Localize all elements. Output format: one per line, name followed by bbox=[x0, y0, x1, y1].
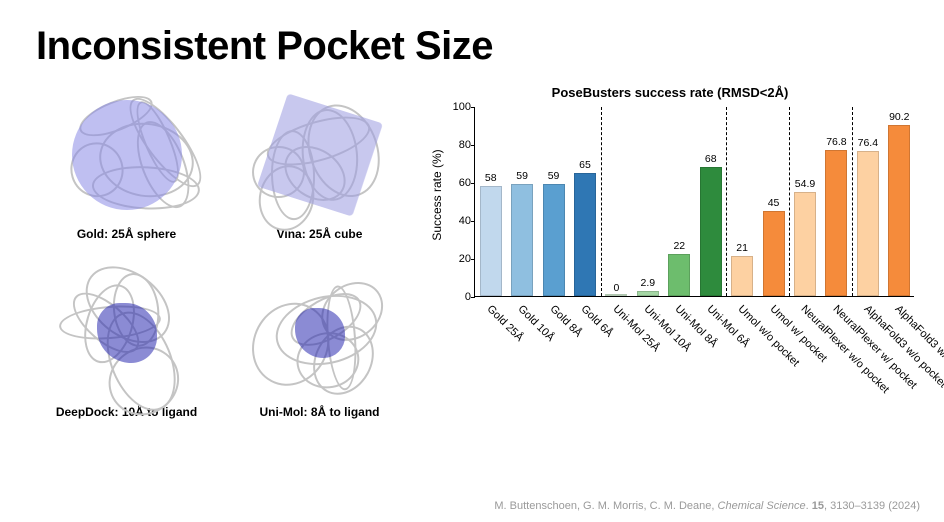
chart-bar bbox=[543, 184, 565, 296]
citation-pages: 3130–3139 (2024) bbox=[830, 500, 920, 512]
chart-bar bbox=[731, 256, 753, 296]
chart-bar bbox=[763, 211, 785, 297]
chart-divider bbox=[852, 107, 853, 296]
chart-xlabel: Umol w/ pocket bbox=[767, 303, 829, 365]
chart-panel: PoseBusters success rate (RMSD<2Å) Succe… bbox=[410, 85, 920, 425]
protein-caption: Gold: 25Å sphere bbox=[77, 227, 176, 241]
protein-render bbox=[245, 85, 395, 225]
chart-bar-value: 2.9 bbox=[633, 277, 663, 289]
bar-chart: PoseBusters success rate (RMSD<2Å) Succe… bbox=[420, 85, 920, 425]
chart-ytick: 0 bbox=[443, 291, 471, 303]
pocket-shape bbox=[72, 100, 182, 210]
protein-render bbox=[52, 263, 202, 403]
protein-cell: DeepDock: 10Å to ligand bbox=[36, 263, 217, 425]
protein-caption: Uni-Mol: 8Å to ligand bbox=[260, 405, 380, 419]
chart-bar-value: 0 bbox=[601, 282, 631, 294]
chart-bar-value: 58 bbox=[476, 172, 506, 184]
chart-bar-value: 76.8 bbox=[821, 136, 851, 148]
protein-render bbox=[245, 263, 395, 403]
citation-volume: 15 bbox=[812, 500, 824, 512]
content-row: Gold: 25Å sphere Vina: 25Å cubeDeepDock: … bbox=[0, 69, 944, 425]
chart-ytick: 80 bbox=[443, 139, 471, 151]
chart-bar bbox=[668, 254, 690, 296]
chart-bar bbox=[637, 291, 659, 297]
chart-bar-value: 68 bbox=[696, 153, 726, 165]
chart-bar bbox=[888, 125, 910, 296]
chart-ytick: 40 bbox=[443, 215, 471, 227]
chart-bar-value: 45 bbox=[759, 197, 789, 209]
protein-cell: Uni-Mol: 8Å to ligand bbox=[229, 263, 410, 425]
citation-authors: M. Buttenschoen, G. M. Morris, C. M. Dea… bbox=[494, 500, 714, 512]
chart-ytick: 60 bbox=[443, 177, 471, 189]
chart-bar-value: 59 bbox=[507, 170, 537, 182]
chart-ylabel: Success rate (%) bbox=[430, 149, 444, 240]
chart-xlabel: Gold 6Å bbox=[579, 303, 616, 340]
chart-bar bbox=[480, 186, 502, 296]
protein-render bbox=[52, 85, 202, 225]
protein-grid: Gold: 25Å sphere Vina: 25Å cubeDeepDock: … bbox=[36, 85, 410, 425]
chart-bar-value: 65 bbox=[570, 159, 600, 171]
chart-divider bbox=[601, 107, 602, 296]
citation-journal: Chemical Science bbox=[718, 500, 806, 512]
chart-bar bbox=[794, 192, 816, 296]
chart-divider bbox=[726, 107, 727, 296]
chart-bar bbox=[825, 150, 847, 296]
chart-bar bbox=[700, 167, 722, 296]
chart-plot-area: 02040608010058Gold 25Å59Gold 10Å59Gold 8… bbox=[474, 107, 914, 297]
chart-bar bbox=[857, 151, 879, 296]
citation: M. Buttenschoen, G. M. Morris, C. M. Dea… bbox=[494, 500, 920, 512]
protein-cell: Gold: 25Å sphere bbox=[36, 85, 217, 247]
chart-ytick: 100 bbox=[443, 101, 471, 113]
chart-bar-value: 22 bbox=[664, 240, 694, 252]
chart-bar-value: 54.9 bbox=[790, 178, 820, 190]
page-title: Inconsistent Pocket Size bbox=[0, 0, 944, 69]
chart-bar-value: 90.2 bbox=[884, 111, 914, 123]
chart-title: PoseBusters success rate (RMSD<2Å) bbox=[420, 85, 920, 100]
protein-cell: Vina: 25Å cube bbox=[229, 85, 410, 247]
chart-ytick: 20 bbox=[443, 253, 471, 265]
chart-bar-value: 21 bbox=[727, 242, 757, 254]
chart-bar-value: 76.4 bbox=[853, 137, 883, 149]
chart-divider bbox=[789, 107, 790, 296]
chart-bar-value: 59 bbox=[539, 170, 569, 182]
chart-bar bbox=[605, 294, 627, 296]
chart-bar bbox=[574, 173, 596, 297]
chart-bar bbox=[511, 184, 533, 296]
